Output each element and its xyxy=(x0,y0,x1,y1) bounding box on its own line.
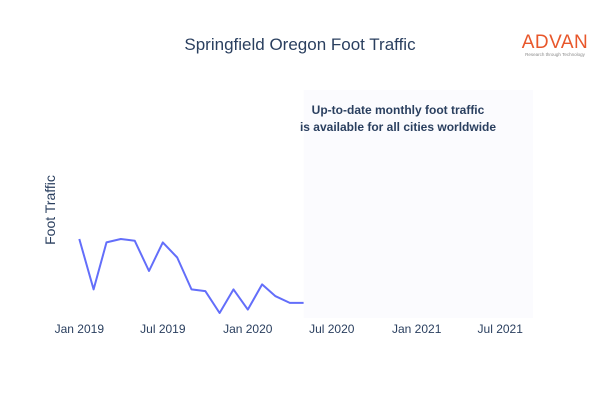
future-shaded-region xyxy=(303,90,533,318)
x-tick-label: Jan 2021 xyxy=(392,322,442,336)
series-line xyxy=(78,238,304,314)
x-tick-label: Jul 2020 xyxy=(309,322,355,336)
advan-logo: ADVAN Research through Technology xyxy=(522,32,589,57)
y-axis-label: Foot Traffic xyxy=(42,175,58,245)
x-tick-label: Jan 2019 xyxy=(55,322,105,336)
logo-name: ADVAN xyxy=(522,32,589,53)
x-tick-label: Jan 2020 xyxy=(223,322,273,336)
x-tick-label: Jul 2021 xyxy=(478,322,524,336)
series-group xyxy=(78,238,304,314)
chart-title: Springfield Oregon Foot Traffic xyxy=(184,35,416,54)
annotation-line-1: Up-to-date monthly foot traffic xyxy=(312,103,485,117)
logo-tagline: Research through Technology xyxy=(525,52,585,57)
x-axis-ticks: Jan 2019 Jul 2019 Jan 2020 Jul 2020 Jan 2021… xyxy=(55,322,524,336)
x-tick-label: Jul 2019 xyxy=(140,322,186,336)
annotation-line-2: is available for all cities worldwide xyxy=(300,120,496,134)
